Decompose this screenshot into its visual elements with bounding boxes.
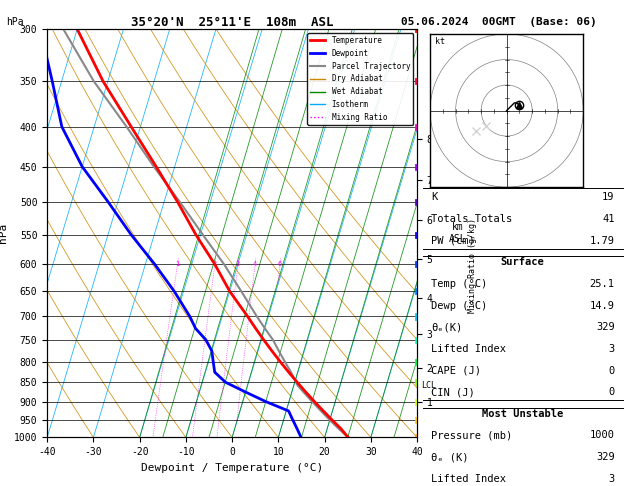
Legend: Temperature, Dewpoint, Parcel Trajectory, Dry Adiabat, Wet Adiabat, Isotherm, Mi: Temperature, Dewpoint, Parcel Trajectory… [307, 33, 413, 125]
Text: 2: 2 [213, 261, 217, 267]
Text: Surface: Surface [501, 258, 545, 267]
Text: 6: 6 [277, 261, 282, 267]
Text: Lifted Index: Lifted Index [431, 474, 506, 484]
Text: LCL: LCL [421, 381, 436, 390]
Text: 3: 3 [236, 261, 240, 267]
Text: Totals Totals: Totals Totals [431, 214, 512, 224]
Text: 25.1: 25.1 [590, 279, 615, 289]
Text: 329: 329 [596, 322, 615, 332]
Title: 35°20'N  25°11'E  108m  ASL: 35°20'N 25°11'E 108m ASL [131, 16, 333, 29]
Text: θₑ (K): θₑ (K) [431, 452, 468, 462]
Text: 19: 19 [602, 192, 615, 203]
Text: 14.9: 14.9 [590, 301, 615, 311]
Text: CIN (J): CIN (J) [431, 387, 474, 397]
Text: 1: 1 [175, 261, 179, 267]
Text: Lifted Index: Lifted Index [431, 344, 506, 354]
Text: CAPE (J): CAPE (J) [431, 365, 481, 376]
Text: Pressure (mb): Pressure (mb) [431, 431, 512, 440]
Text: Most Unstable: Most Unstable [482, 409, 564, 419]
Text: θₑ(K): θₑ(K) [431, 322, 462, 332]
Text: PW (cm): PW (cm) [431, 236, 474, 246]
Text: 3: 3 [608, 344, 615, 354]
Text: 1.79: 1.79 [590, 236, 615, 246]
Text: Dewp (°C): Dewp (°C) [431, 301, 487, 311]
Text: Temp (°C): Temp (°C) [431, 279, 487, 289]
Text: 41: 41 [602, 214, 615, 224]
Text: 1000: 1000 [590, 431, 615, 440]
Y-axis label: hPa: hPa [0, 223, 8, 243]
Text: hPa: hPa [6, 17, 24, 27]
X-axis label: Dewpoint / Temperature (°C): Dewpoint / Temperature (°C) [141, 463, 323, 473]
Text: K: K [431, 192, 437, 203]
Text: kt: kt [435, 37, 445, 46]
Y-axis label: km
ASL: km ASL [449, 223, 467, 244]
Text: 0: 0 [608, 387, 615, 397]
Text: Mixing Ratio (g/kg): Mixing Ratio (g/kg) [468, 218, 477, 313]
Text: 329: 329 [596, 452, 615, 462]
Text: 05.06.2024  00GMT  (Base: 06): 05.06.2024 00GMT (Base: 06) [401, 17, 597, 27]
Text: 0: 0 [608, 365, 615, 376]
Text: 4: 4 [253, 261, 257, 267]
Text: 3: 3 [608, 474, 615, 484]
